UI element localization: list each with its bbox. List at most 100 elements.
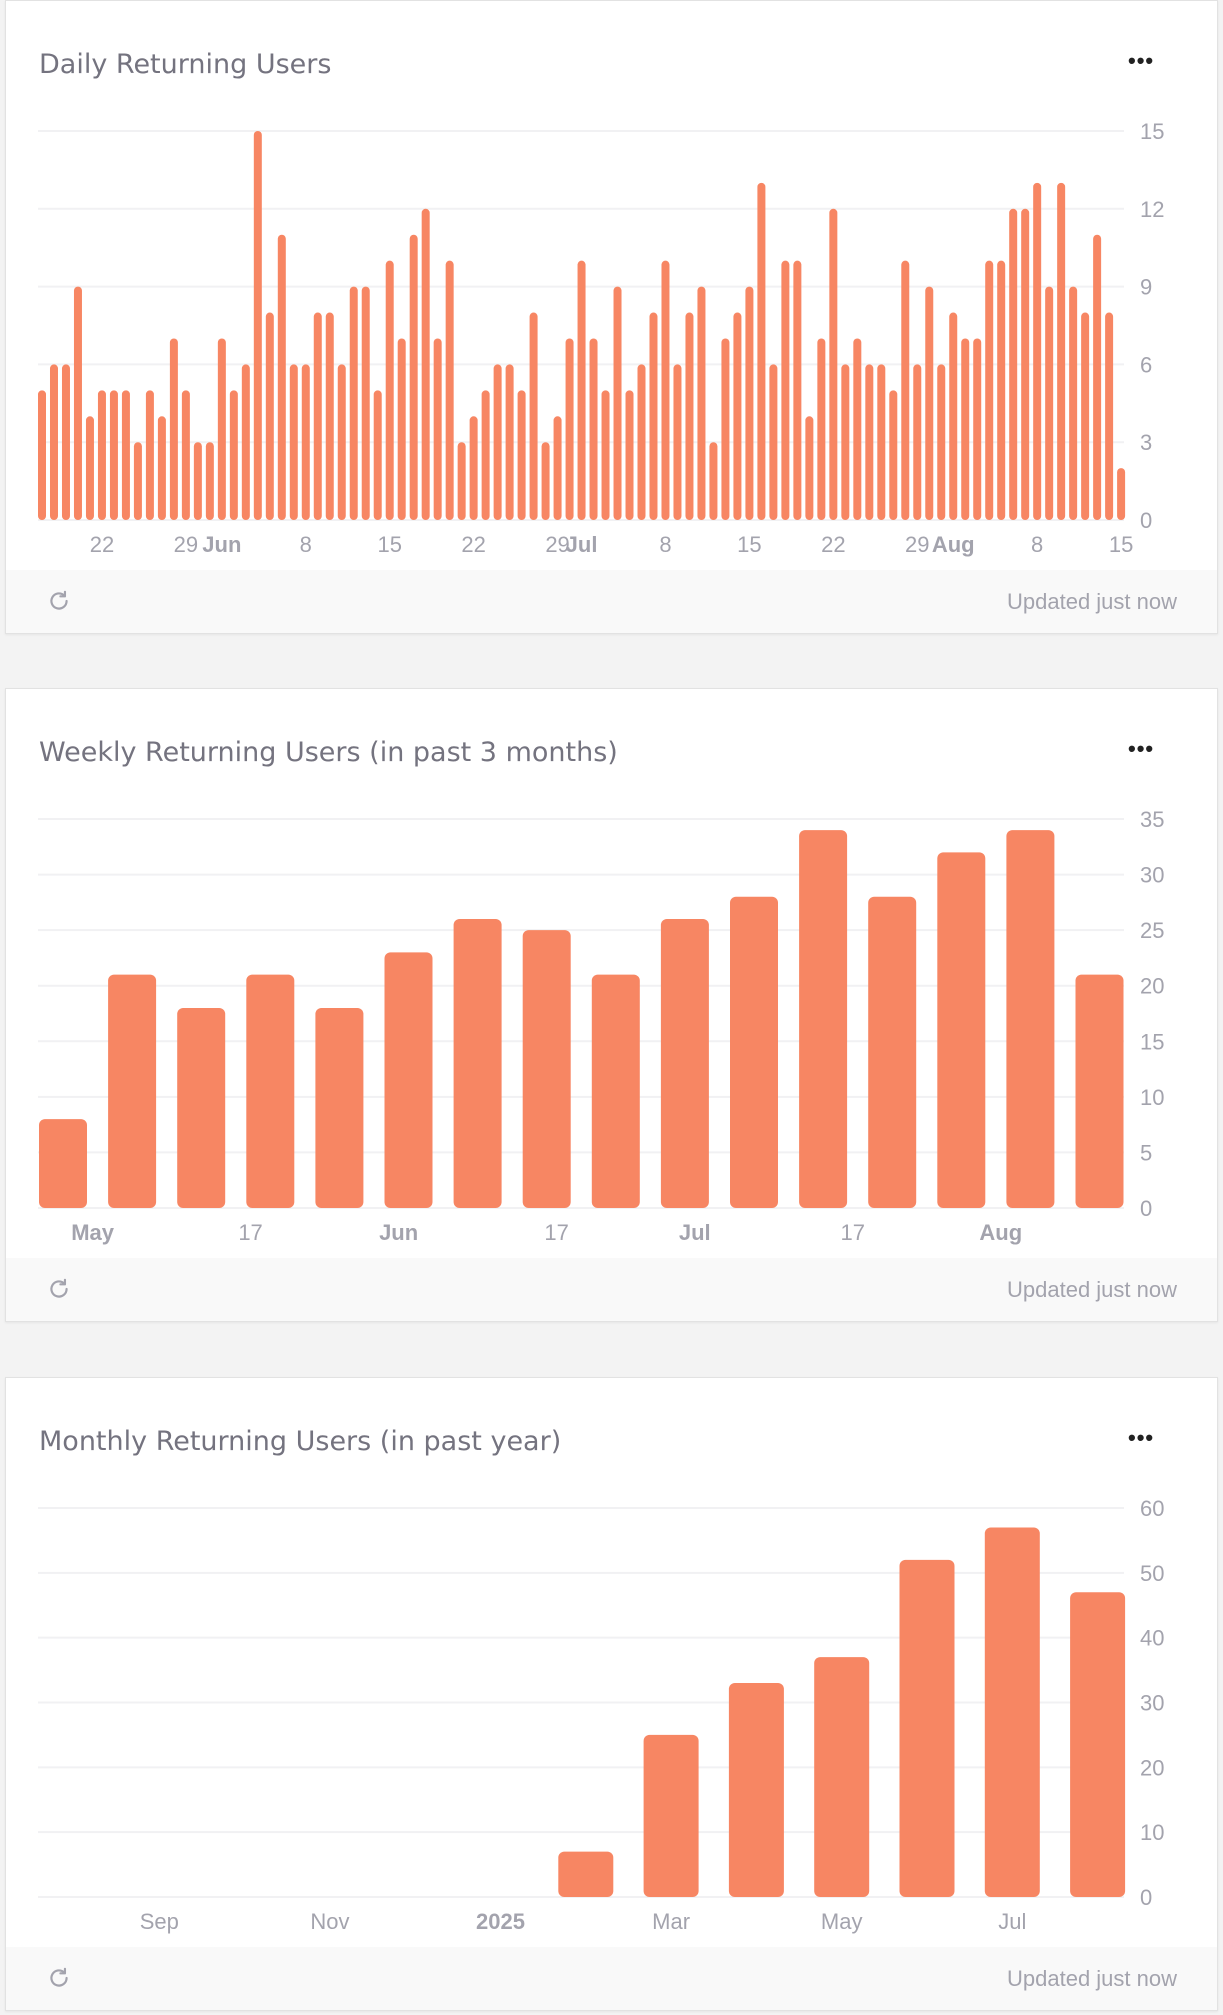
bar[interactable] xyxy=(613,286,622,520)
bar[interactable] xyxy=(505,364,514,520)
bar[interactable] xyxy=(805,416,814,520)
bar[interactable] xyxy=(745,286,754,520)
bar[interactable] xyxy=(337,364,346,520)
bar[interactable] xyxy=(899,1559,955,1897)
bar[interactable] xyxy=(97,390,106,520)
bar[interactable] xyxy=(109,390,118,520)
bar[interactable] xyxy=(985,260,994,520)
bar[interactable] xyxy=(637,364,646,520)
bar[interactable] xyxy=(673,364,682,520)
bar[interactable] xyxy=(649,312,658,520)
bar[interactable] xyxy=(1069,286,1078,520)
bar[interactable] xyxy=(601,390,610,520)
bar[interactable] xyxy=(181,390,190,520)
bar[interactable] xyxy=(481,390,490,520)
bar[interactable] xyxy=(529,312,538,520)
bar[interactable] xyxy=(553,416,562,520)
more-horizontal-icon[interactable]: ••• xyxy=(1128,1425,1155,1450)
bar[interactable] xyxy=(265,312,274,520)
bar[interactable] xyxy=(1021,208,1030,521)
refresh-icon[interactable] xyxy=(46,1965,72,1991)
bar[interactable] xyxy=(1006,830,1055,1208)
bar[interactable] xyxy=(108,974,157,1208)
bar[interactable] xyxy=(1093,234,1102,520)
bar[interactable] xyxy=(397,338,406,520)
bar[interactable] xyxy=(769,364,778,520)
bar[interactable] xyxy=(643,1734,699,1897)
bar[interactable] xyxy=(445,260,454,520)
bar[interactable] xyxy=(799,830,848,1208)
bar[interactable] xyxy=(39,1119,87,1208)
bar[interactable] xyxy=(517,390,526,520)
bar[interactable] xyxy=(625,390,634,520)
bar[interactable] xyxy=(685,312,694,520)
bar[interactable] xyxy=(1057,182,1066,520)
bar[interactable] xyxy=(241,364,250,520)
refresh-icon[interactable] xyxy=(46,588,72,614)
bar[interactable] xyxy=(277,234,286,520)
bar[interactable] xyxy=(315,1007,364,1208)
bar[interactable] xyxy=(565,338,574,520)
bar[interactable] xyxy=(721,338,730,520)
bar[interactable] xyxy=(733,312,742,520)
bar[interactable] xyxy=(901,260,910,520)
bar[interactable] xyxy=(61,364,70,520)
bar[interactable] xyxy=(253,131,262,520)
bar[interactable] xyxy=(325,312,334,520)
bar[interactable] xyxy=(829,208,838,521)
bar[interactable] xyxy=(877,364,886,520)
bar[interactable] xyxy=(433,338,442,520)
more-horizontal-icon[interactable]: ••• xyxy=(1128,736,1155,761)
bar[interactable] xyxy=(38,390,46,520)
bar[interactable] xyxy=(709,442,718,520)
bar[interactable] xyxy=(781,260,790,520)
bar[interactable] xyxy=(925,286,934,520)
bar[interactable] xyxy=(937,364,946,520)
bar[interactable] xyxy=(814,1657,870,1897)
bar[interactable] xyxy=(157,416,166,520)
bar[interactable] xyxy=(169,338,178,520)
bar[interactable] xyxy=(697,286,706,520)
bar[interactable] xyxy=(973,338,982,520)
bar[interactable] xyxy=(660,919,709,1208)
bar[interactable] xyxy=(49,364,58,520)
bar[interactable] xyxy=(853,338,862,520)
bar[interactable] xyxy=(1070,1592,1126,1897)
bar[interactable] xyxy=(453,919,502,1208)
bar[interactable] xyxy=(121,390,130,520)
bar[interactable] xyxy=(757,182,766,520)
bar[interactable] xyxy=(313,312,322,520)
bar[interactable] xyxy=(1117,468,1126,520)
bar[interactable] xyxy=(289,364,298,520)
bar[interactable] xyxy=(1033,182,1042,520)
bar[interactable] xyxy=(728,1683,784,1897)
bar[interactable] xyxy=(493,364,502,520)
bar[interactable] xyxy=(421,208,430,521)
bar[interactable] xyxy=(384,952,433,1208)
refresh-icon[interactable] xyxy=(46,1276,72,1302)
bar[interactable] xyxy=(541,442,550,520)
bar[interactable] xyxy=(469,416,478,520)
bar[interactable] xyxy=(591,974,640,1208)
bar[interactable] xyxy=(1081,312,1090,520)
bar[interactable] xyxy=(730,896,778,1208)
bar[interactable] xyxy=(949,312,958,520)
bar[interactable] xyxy=(889,390,898,520)
bar[interactable] xyxy=(913,364,922,520)
bar[interactable] xyxy=(1009,208,1018,521)
bar[interactable] xyxy=(205,442,214,520)
more-horizontal-icon[interactable]: ••• xyxy=(1128,48,1155,73)
bar[interactable] xyxy=(522,930,571,1208)
bar[interactable] xyxy=(349,286,358,520)
bar[interactable] xyxy=(961,338,970,520)
bar[interactable] xyxy=(937,852,986,1208)
bar[interactable] xyxy=(1045,286,1054,520)
bar[interactable] xyxy=(865,364,874,520)
bar[interactable] xyxy=(984,1527,1040,1897)
bar[interactable] xyxy=(193,442,202,520)
bar[interactable] xyxy=(145,390,154,520)
bar[interactable] xyxy=(229,390,238,520)
bar[interactable] xyxy=(558,1851,614,1897)
bar[interactable] xyxy=(85,416,94,520)
bar[interactable] xyxy=(841,364,850,520)
